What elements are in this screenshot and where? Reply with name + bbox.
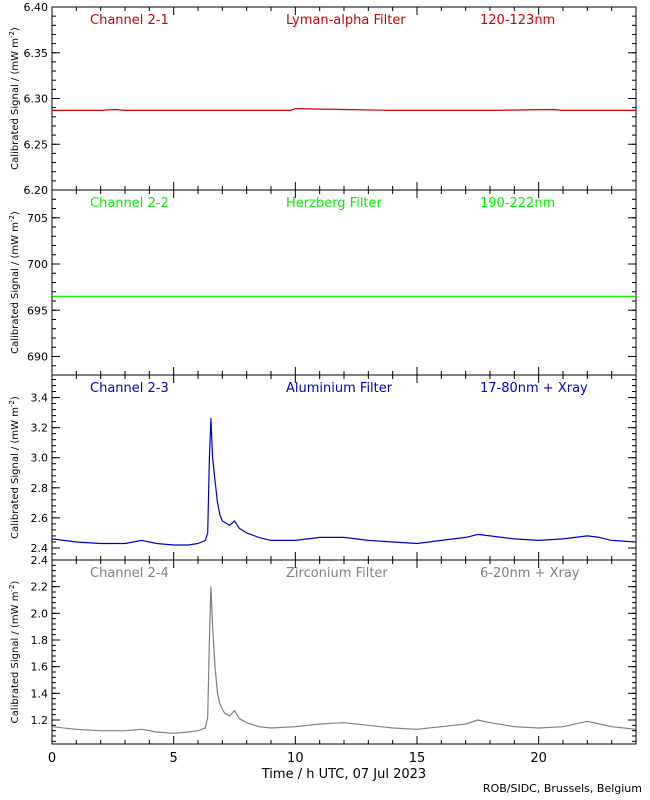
y-tick-label: 1.6 (31, 661, 49, 674)
y-tick-label: 2.0 (31, 607, 49, 620)
band-label: 190-222nm (480, 196, 555, 211)
y-axis-title-close: ) (10, 27, 21, 31)
y-tick-label: 1.2 (31, 714, 49, 727)
filter-label: Herzberg Filter (286, 196, 383, 211)
y-axis-title-close: ) (10, 211, 21, 215)
channel-label: Channel 2-4 (90, 566, 169, 581)
y-tick-label: 3.0 (31, 452, 49, 465)
y-tick-label: 705 (27, 212, 48, 225)
y-axis-title: Calibrated Signal / (mW m-2) (8, 581, 21, 724)
x-tick-label: 10 (287, 751, 304, 766)
band-label: 17-80nm + Xray (480, 381, 588, 396)
y-axis-title: Calibrated Signal / (mW m-2) (8, 396, 21, 539)
series-line (51, 586, 637, 734)
panel-frame (51, 6, 637, 191)
panel-frame (51, 559, 637, 745)
x-tick-label: 15 (409, 751, 426, 766)
band-label: 6-20nm + Xray (480, 566, 580, 581)
y-axis-title-exponent: -2 (8, 31, 16, 38)
y-tick-label: 2.4 (31, 542, 49, 555)
x-axis: Time / h UTC, 07 Jul 2023 ROB/SIDC, Brus… (48, 751, 642, 795)
y-tick-label: 3.4 (31, 392, 49, 405)
y-axis-title-main: Calibrated Signal / (mW m (10, 222, 21, 354)
panel-3: 2.4 2.6 2.8 3.0 3.2 3.4 Calibrated Signal / (m… (8, 374, 637, 561)
x-tick-label: 5 (170, 751, 178, 766)
y-axis-title: Calibrated Signal / (mW m-2) (8, 27, 21, 170)
y-tick-label: 6.40 (24, 1, 49, 14)
channel-label: Channel 2-2 (90, 196, 169, 211)
y-axis-title-main: Calibrated Signal / (mW m (10, 407, 21, 539)
y-tick-label: 1.4 (31, 687, 49, 700)
y-tick-label: 6.35 (24, 47, 49, 60)
panel-frame (51, 189, 637, 376)
series-line (51, 418, 637, 546)
y-axis-title-main: Calibrated Signal / (mW m (10, 38, 21, 170)
y-tick-label: 1.8 (31, 634, 49, 647)
x-tick-label: 0 (48, 751, 56, 766)
y-tick-label: 6.25 (24, 138, 49, 151)
filter-label: Lyman-alpha Filter (286, 13, 406, 28)
credit-text: ROB/SIDC, Brussels, Belgium (483, 782, 642, 795)
y-axis-title: Calibrated Signal / (mW m-2) (8, 211, 21, 354)
filter-label: Zirconium Filter (286, 566, 388, 581)
panel-4: 1.2 1.4 1.6 1.8 2.0 2.2 2.4 Calibrated Signal /… (8, 554, 637, 745)
y-tick-label: 700 (27, 258, 48, 271)
y-tick-label: 2.8 (31, 482, 49, 495)
y-tick-label: 3.2 (31, 422, 49, 435)
y-tick-label: 6.20 (24, 184, 49, 197)
y-axis-title-close: ) (10, 581, 21, 585)
band-label: 120-123nm (480, 13, 555, 28)
y-tick-label: 2.4 (31, 554, 49, 567)
series-line (52, 107, 636, 112)
y-axis-title-close: ) (10, 396, 21, 400)
y-axis-title-exponent: -2 (8, 585, 16, 592)
y-tick-label: 2.6 (31, 512, 49, 525)
panel-2: 690 695 700 705 Calibrated Signal / (mW m-2)… (8, 189, 637, 376)
x-tick-label: 20 (530, 751, 547, 766)
y-axis-title-main: Calibrated Signal / (mW m (10, 592, 21, 724)
y-tick-label: 6.30 (24, 93, 49, 106)
y-tick-label: 695 (27, 304, 48, 317)
x-axis-title: Time / h UTC, 07 Jul 2023 (261, 767, 426, 782)
y-tick-label: 690 (27, 351, 48, 364)
panel-frame (51, 374, 637, 561)
y-axis-title-exponent: -2 (8, 400, 16, 407)
channel-label: Channel 2-1 (90, 13, 169, 28)
filter-label: Aluminium Filter (286, 381, 393, 396)
channel-label: Channel 2-3 (90, 381, 169, 396)
y-tick-label: 2.2 (31, 581, 49, 594)
y-axis-title-exponent: -2 (8, 215, 16, 222)
